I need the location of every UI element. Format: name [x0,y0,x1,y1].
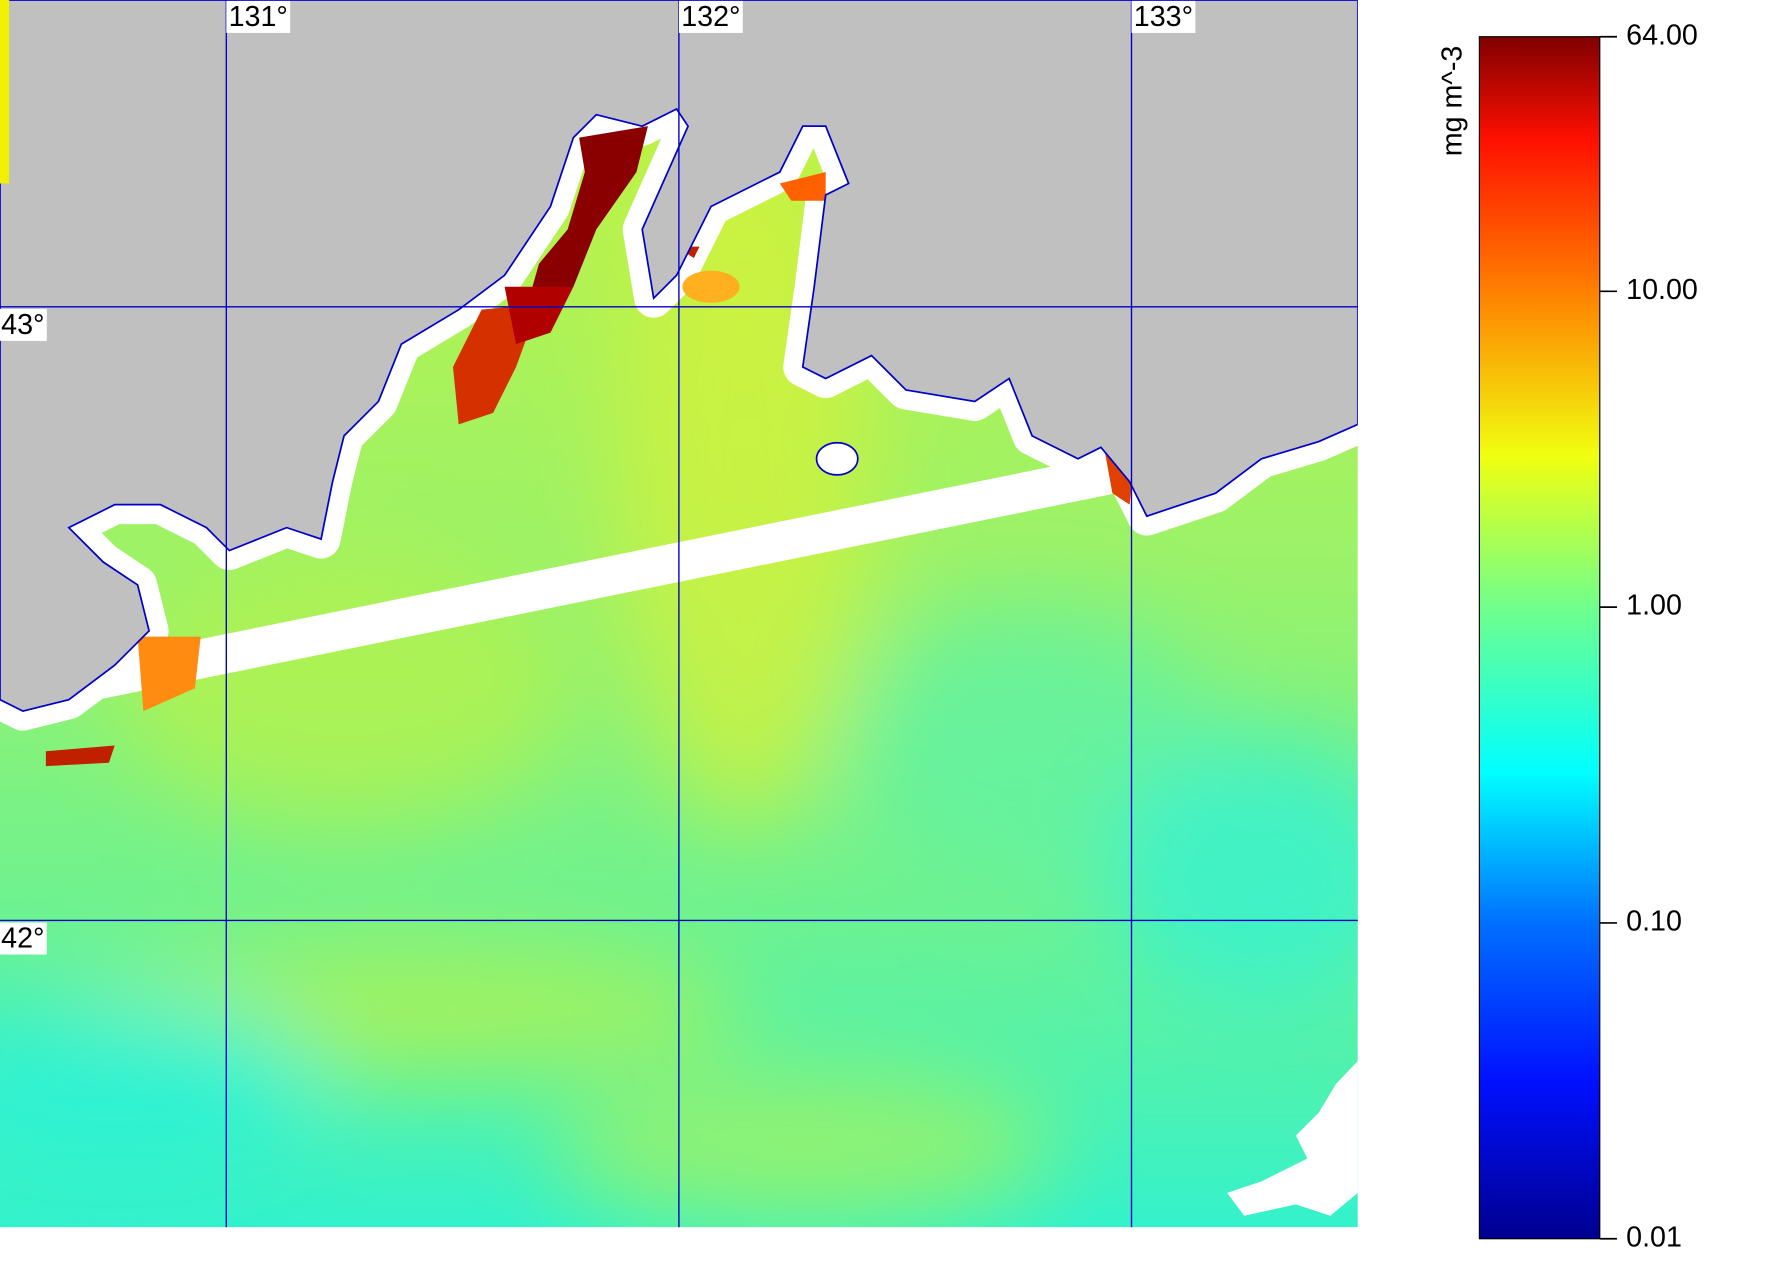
longitude-label: 131° [229,1,288,33]
label-background [1131,0,1196,33]
latitude-label: 42° [1,923,44,955]
land [0,0,1358,713]
longitude-label: 132° [681,1,740,33]
colorbar [1478,36,1601,1240]
longitude-label: 133° [1134,1,1193,33]
colorbar-tick-label: 1.00 [1626,590,1682,622]
graticule: 131° 132° 133° 43° 42° [0,0,1358,1228]
colorbar-tick-label: 10.00 [1626,274,1698,306]
map-area [0,0,1358,1228]
island [815,441,859,476]
colorbar-tick-label: 0.01 [1626,1221,1682,1253]
label-background [0,922,47,955]
label-background [226,0,291,33]
edge-strip [0,0,10,184]
colorbar-tick-label: 64.00 [1626,19,1698,51]
colorbar-label: mg m^-3 [1437,46,1469,157]
latitude-label: 43° [1,309,44,341]
island [1227,1060,1358,1216]
label-background [0,308,47,341]
label-background [678,0,743,33]
colorbar-tick-label: 0.10 [1626,906,1682,938]
